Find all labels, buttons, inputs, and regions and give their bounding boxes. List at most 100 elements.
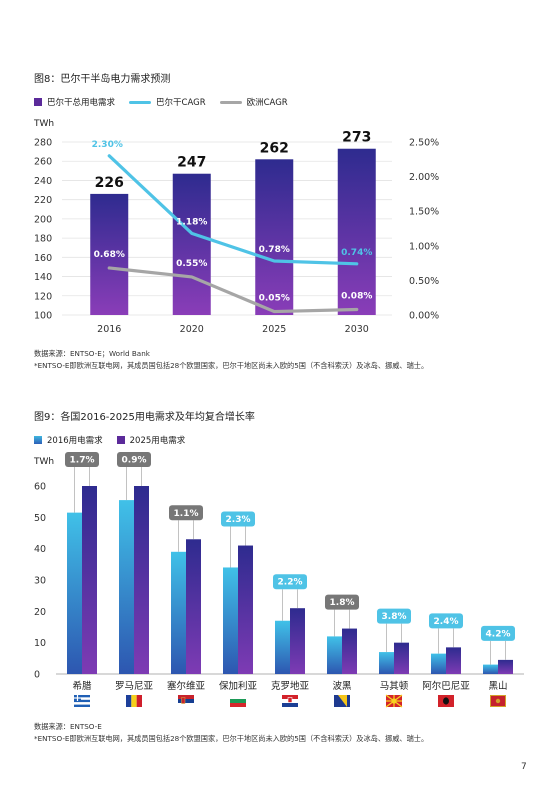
romania-flag <box>126 695 142 707</box>
y-tick-label: 200 <box>34 214 52 225</box>
legend-label-balkan-cagr: 巴尔干CAGR <box>156 98 206 108</box>
bar-2016-demand <box>275 620 290 674</box>
cagr-label: 2.3% <box>226 515 251 525</box>
y2-tick-label: 1.00% <box>409 241 439 252</box>
x-tick-label: 2025 <box>262 324 286 335</box>
balkan-cagr-label: 0.78% <box>259 245 290 255</box>
legend-label-europe-cagr: 欧洲CAGR <box>246 98 288 108</box>
legend-swatch-europe-cagr <box>219 100 242 104</box>
fig9-title: 图9：各国2016-2025用电需求及年均复合增长率 <box>34 412 255 423</box>
fig9-chart: TWh 0 10 20 30 40 50 60 1.7% 希腊 0.9% 罗马尼亚 1.1% 塞尔维亚 2.… <box>33 452 524 708</box>
cagr-label: 2.2% <box>278 578 303 588</box>
x-tick-label: 塞尔维亚 <box>167 680 206 692</box>
cagr-badge <box>117 452 151 467</box>
cagr-label: 1.7% <box>70 456 95 466</box>
cagr-badge <box>325 594 359 610</box>
bar-balkan-demand <box>90 193 129 315</box>
europe-cagr-label: 0.05% <box>259 294 290 304</box>
y-tick-label: 0 <box>34 670 40 681</box>
cagr-badge <box>429 613 463 629</box>
bar-2016-demand <box>67 512 82 674</box>
cagr-badge <box>221 511 255 527</box>
y-tick-label: 120 <box>34 291 52 302</box>
fig8-y-unit: TWh <box>33 119 54 129</box>
y2-tick-label: 2.50% <box>409 138 439 149</box>
balkan-cagr-line <box>107 154 359 266</box>
croatia-flag <box>282 695 298 707</box>
y-tick-label: 240 <box>34 176 52 187</box>
greece-flag <box>74 695 90 707</box>
bar-2025-demand <box>394 642 409 674</box>
x-tick-label: 罗马尼亚 <box>115 681 154 692</box>
bar-balkan-demand <box>255 159 294 315</box>
europe-cagr-line <box>107 266 359 314</box>
x-tick-label: 克罗地亚 <box>271 680 310 692</box>
fig9-legend: 2016用电需求 2025用电需求 <box>34 434 185 446</box>
bar-2016-demand <box>483 664 498 674</box>
cagr-label: 3.8% <box>382 612 407 622</box>
legend-swatch-bar <box>34 98 42 106</box>
bar-2016-demand <box>327 636 342 674</box>
y-tick-label: 260 <box>34 157 52 168</box>
legend-swatch-balkan-cagr <box>129 100 152 104</box>
y-tick-label: 180 <box>34 234 52 245</box>
bar-2025-demand <box>134 486 149 674</box>
macedonia-flag <box>385 694 403 708</box>
cagr-label: 1.1% <box>174 509 199 519</box>
bar-value-label: 273 <box>342 130 371 146</box>
cagr-badge <box>65 452 99 467</box>
cagr-label: 0.9% <box>122 456 147 466</box>
y-tick-label: 160 <box>34 253 52 264</box>
legend-label-2016: 2016用电需求 <box>47 436 103 446</box>
bar-2016-demand <box>171 551 186 674</box>
y-tick-label: 140 <box>34 272 52 283</box>
x-tick-label: 黑山 <box>488 681 507 692</box>
x-tick-label: 阿尔巴尼亚 <box>422 680 470 692</box>
bar-2025-demand <box>342 628 357 674</box>
y-tick-label: 220 <box>34 195 52 206</box>
bar-2025-demand <box>446 647 461 674</box>
y-tick-label: 40 <box>34 544 46 555</box>
fig9-y-unit: TWh <box>33 457 54 467</box>
x-tick-label: 2020 <box>180 324 204 335</box>
bar-balkan-demand <box>172 173 211 315</box>
cagr-label: 4.2% <box>486 629 511 639</box>
balkan-cagr-label: 0.74% <box>341 248 372 258</box>
x-tick-label: 2016 <box>97 324 121 335</box>
bar-2016-demand <box>379 652 394 674</box>
x-tick-label: 希腊 <box>72 680 92 692</box>
legend-label-2025: 2025用电需求 <box>129 436 186 446</box>
y2-tick-label: 1.50% <box>409 207 439 218</box>
x-tick-label: 波黑 <box>332 680 352 692</box>
europe-cagr-label: 0.55% <box>176 259 207 269</box>
fig9-note: *ENTSO-E即欧洲互联电网，其成员国包括28个欧盟国家，巴尔干地区尚未入欧的… <box>34 734 429 743</box>
bar-2025-demand <box>82 486 97 674</box>
bar-balkan-demand <box>337 148 376 315</box>
legend-swatch-2016 <box>34 436 42 444</box>
x-tick-label: 马其顿 <box>380 680 409 692</box>
y-tick-label: 100 <box>34 311 52 322</box>
cagr-badge <box>169 505 203 521</box>
fig9-source: 数据来源：ENTSO-E <box>34 722 102 731</box>
page-number: 7 <box>521 762 527 772</box>
bar-2025-demand <box>290 608 305 674</box>
bar-2025-demand <box>498 659 513 674</box>
y-tick-label: 10 <box>34 638 46 649</box>
europe-cagr-label: 0.68% <box>94 250 125 260</box>
y2-tick-label: 0.00% <box>409 311 439 322</box>
legend-swatch-2025 <box>116 436 125 444</box>
y2-tick-label: 2.00% <box>409 172 439 183</box>
cagr-label: 2.4% <box>434 617 459 627</box>
fig8-note: *ENTSO-E即欧洲互联电网，其成员国包括28个欧盟国家，巴尔干地区尚未入欧的… <box>34 361 429 370</box>
montenegro-flag <box>490 695 506 707</box>
y-tick-label: 50 <box>34 513 46 524</box>
balkan-cagr-label: 2.30% <box>92 140 123 150</box>
legend-label-balkan-demand: 巴尔干总用电需求 <box>47 98 116 108</box>
y-tick-label: 20 <box>34 607 46 618</box>
y2-tick-label: 0.50% <box>409 276 439 287</box>
x-tick-label: 2030 <box>345 324 369 335</box>
cagr-label: 1.8% <box>330 598 355 608</box>
serbia-flag <box>178 695 194 707</box>
cagr-badge <box>377 608 411 624</box>
fig8-legend: 巴尔干总用电需求 巴尔干CAGR 欧洲CAGR <box>34 96 288 108</box>
